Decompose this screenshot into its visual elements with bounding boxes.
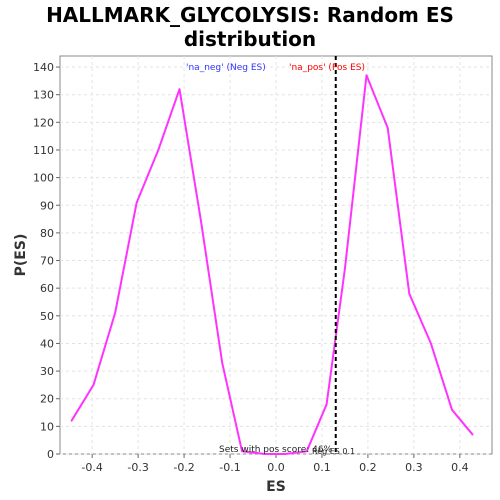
y-tick-label: 60 <box>40 282 54 295</box>
x-tick-label: 0.4 <box>451 461 469 474</box>
y-tick-label: 50 <box>40 310 54 323</box>
x-tick-label: -0.2 <box>173 461 194 474</box>
es-data-point <box>305 450 308 453</box>
y-tick-label: 0 <box>47 448 54 461</box>
es-data-point <box>200 221 202 223</box>
es-data-point <box>157 149 160 151</box>
es-data-point <box>92 384 95 386</box>
y-tick-label: 120 <box>33 116 54 129</box>
es-data-point <box>241 450 243 453</box>
es-data-point <box>178 88 181 90</box>
y-tick-label: 130 <box>33 89 54 102</box>
es-data-point <box>408 292 411 295</box>
legend-neg: 'na_neg' (Neg ES) <box>186 63 266 73</box>
es-data-point <box>135 201 138 204</box>
x-tick-label: -0.4 <box>81 461 102 474</box>
es-data-point <box>221 361 224 364</box>
es-data-point <box>344 268 346 270</box>
es-data-point <box>430 342 432 345</box>
es-data-point <box>451 408 453 411</box>
es-data-point <box>114 312 116 314</box>
x-tick-label: 0.3 <box>405 461 423 474</box>
es-data-point <box>365 74 368 77</box>
y-tick-label: 20 <box>40 393 54 406</box>
x-tick-label: -0.1 <box>219 461 240 474</box>
chart-title-line-2: distribution <box>184 27 316 51</box>
chart-title-line-1: HALLMARK_GLYCOLYSIS: Random ES <box>46 3 454 27</box>
y-tick-label: 30 <box>40 365 54 378</box>
x-axis-title: ES <box>266 479 286 495</box>
es-data-point <box>386 127 389 129</box>
es-data-point <box>284 453 286 455</box>
legend-pos: 'na_pos' (Pos ES) <box>289 63 365 73</box>
es-data-point <box>70 420 73 422</box>
y-tick-label: 100 <box>33 172 54 185</box>
axes: 0 10 20 30 40 50 60 70 80 90 100 110 120 130 140 -0.4 -0… <box>33 61 469 474</box>
y-tick-label: 70 <box>40 255 54 268</box>
es-data-point <box>471 433 474 436</box>
y-tick-label: 80 <box>40 227 54 240</box>
x-tick-label: 0.2 <box>359 461 377 474</box>
y-tick-label: 90 <box>40 199 54 212</box>
es-distribution-line <box>70 74 474 455</box>
x-tick-label: 0.0 <box>267 461 285 474</box>
es-data-point <box>263 453 266 455</box>
es-data-point <box>325 403 328 406</box>
y-tick-label: 110 <box>33 144 54 157</box>
y-tick-label: 40 <box>40 337 54 350</box>
x-tick-label: 0.1 <box>313 461 331 474</box>
grid <box>60 56 492 455</box>
reg-es-annotation: Reg ES 0.1 <box>312 447 355 456</box>
y-axis-title: P(ES) <box>13 234 29 277</box>
y-tick-label: 140 <box>33 61 54 74</box>
y-tick-label: 10 <box>40 420 54 433</box>
pos-score-annotation: Sets with pos score: 46% <box>219 445 333 455</box>
series <box>70 56 474 455</box>
x-tick-label: -0.3 <box>127 461 148 474</box>
